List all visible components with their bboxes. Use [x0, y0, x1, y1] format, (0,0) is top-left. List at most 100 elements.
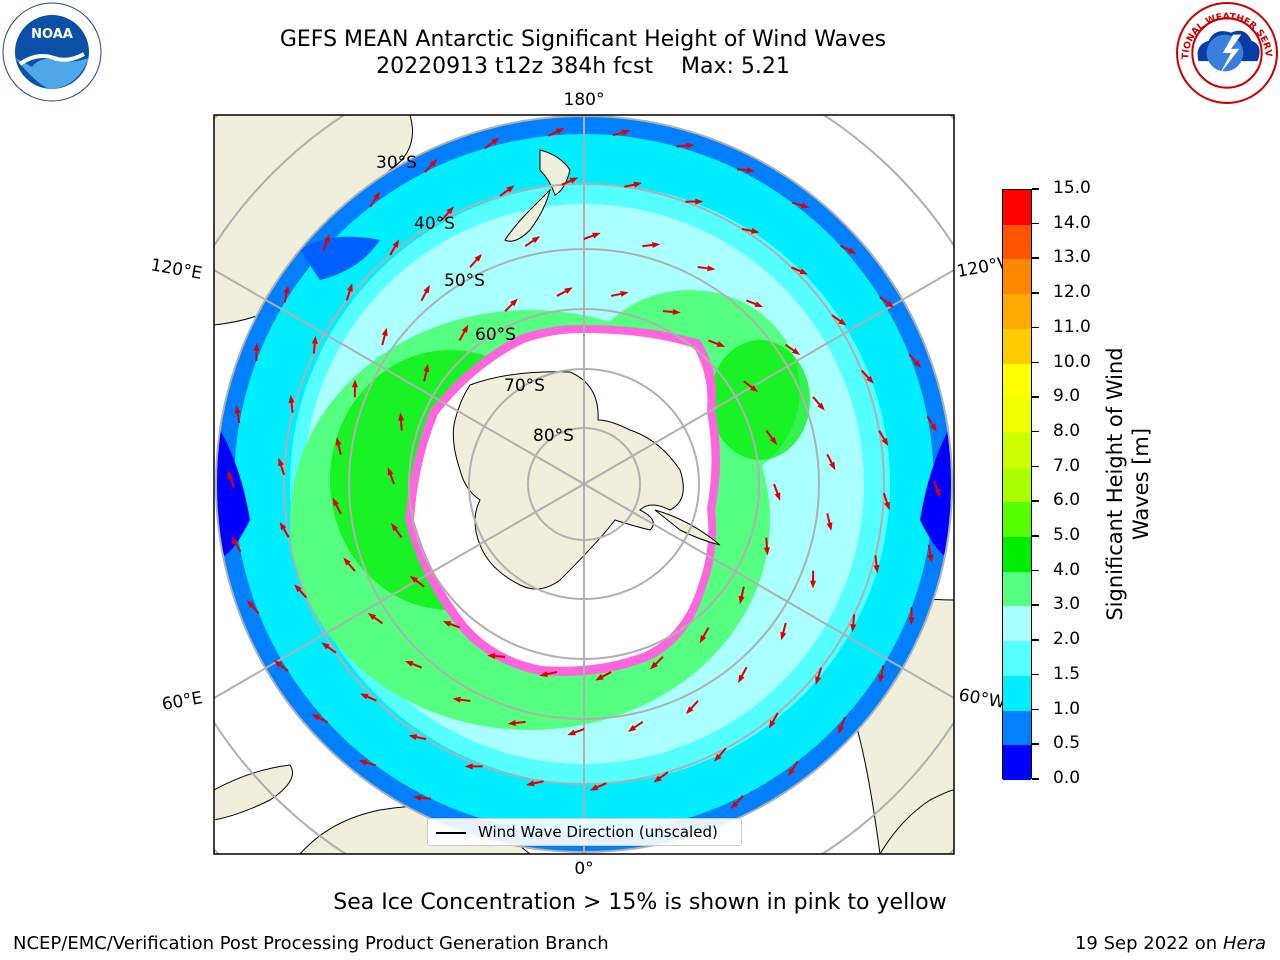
wind-arrow-head	[506, 185, 515, 193]
wind-arrow-head	[408, 734, 417, 741]
wind-arrow-head	[487, 653, 496, 660]
wind-arrow-head	[381, 327, 388, 337]
wind-arrow-head	[838, 318, 847, 326]
colorbar-segment	[1003, 398, 1031, 433]
wind-arrow-head	[360, 693, 369, 700]
colorbar-segment	[1003, 502, 1031, 538]
wind-arrow-head	[699, 634, 707, 644]
wind-arrow-head	[227, 470, 234, 480]
colorbar-tick-label: 12.0	[1053, 282, 1091, 303]
legend-line-swatch	[436, 832, 466, 834]
wind-arrow-head	[404, 660, 414, 667]
noaa-logo: NOAA	[2, 2, 102, 102]
lon-label-60w: 60°W	[957, 685, 1007, 713]
wind-arrow-head	[595, 674, 604, 681]
footer-date-text: 19 Sep 2022 on	[1074, 933, 1218, 954]
wind-arrow-head	[685, 706, 694, 715]
wind-arrow-head	[768, 720, 776, 729]
wind-arrow-head	[461, 324, 469, 334]
wind-arrow-head	[288, 394, 295, 404]
wind-arrow-head	[695, 198, 704, 205]
colorbar-tick	[1032, 500, 1039, 502]
colorbar-tick	[1032, 743, 1039, 745]
wind-wave-arrows	[227, 127, 941, 841]
wind-arrow-head	[507, 720, 516, 726]
wind-arrow-head	[569, 177, 579, 184]
wind-arrow-head	[346, 283, 353, 292]
madagascar-land	[214, 764, 293, 821]
wind-arrow-head	[564, 287, 573, 294]
wind-arrow-head	[800, 202, 810, 209]
wind-arrow-head	[791, 347, 801, 356]
wind-arrow-head	[707, 265, 716, 272]
colorbar-segment	[1003, 259, 1031, 295]
colorbar-tick	[1032, 778, 1039, 780]
wind-arrow-head	[525, 780, 535, 787]
wind-arrow-head	[738, 674, 745, 684]
colorbar-tick	[1032, 708, 1039, 711]
noaa-logo-text: NOAA	[31, 27, 73, 42]
wind-arrow-head	[491, 137, 500, 145]
wind-arrow-head	[246, 600, 255, 609]
footer-date: 19 Sep 2022 on Hera	[1075, 933, 1266, 954]
wind-arrow-head	[749, 384, 759, 393]
wind-arrow-head	[446, 206, 454, 215]
wind-arrow-head	[934, 488, 941, 498]
wind-arrow-head	[442, 621, 452, 627]
wind-arrow-head	[373, 191, 381, 200]
wind-arrow-head	[332, 497, 339, 507]
lon-label-120e: 120°E	[149, 255, 203, 284]
colorbar-tick-label: 0.5	[1053, 733, 1081, 754]
colorbar-tick	[1032, 188, 1039, 190]
legend-label: Wind Wave Direction (unscaled)	[478, 823, 718, 841]
wind-arrow-head	[780, 631, 787, 641]
wind-arrow-head	[810, 580, 817, 589]
colorbar-tick-label: 15.0	[1053, 178, 1091, 198]
lat-label-60s: 60°S	[475, 325, 516, 345]
wind-arrow-head	[650, 661, 658, 670]
wind-arrow-head	[464, 763, 473, 770]
colorbar-tick	[1032, 465, 1039, 468]
wind-arrow-head	[633, 181, 643, 188]
wind-arrow-head	[510, 298, 518, 307]
colorbar-tick-label: 7.0	[1053, 455, 1081, 476]
wind-arrow-head	[754, 301, 764, 308]
wind-arrow-head	[278, 457, 284, 467]
colorbar-segment	[1003, 294, 1031, 329]
colorbar-tick	[1032, 639, 1039, 641]
footer-credit: NCEP/EMC/Verification Post Processing Pr…	[13, 933, 609, 954]
colorbar-tick-label: 1.0	[1053, 698, 1081, 719]
wind-arrow-head	[621, 129, 631, 136]
wind-arrow-head	[930, 423, 937, 432]
colorbar-segment	[1003, 190, 1031, 225]
longitude-grid	[214, 115, 954, 854]
map-legend: Wind Wave Direction (unscaled)	[427, 818, 742, 846]
colorbar-tick-label: 11.0	[1053, 316, 1091, 337]
colorbar-tick-label: 14.0	[1053, 212, 1091, 233]
colorbar-tick-label: 5.0	[1053, 525, 1081, 546]
colorbar-segment	[1003, 571, 1031, 607]
wind-arrow-head	[392, 239, 400, 248]
wind-arrow-head	[423, 284, 430, 294]
chart-title: GEFS MEAN Antarctic Significant Height o…	[279, 27, 887, 52]
colorbar-segment	[1003, 432, 1031, 468]
colorbar-tick	[1032, 569, 1039, 572]
map-frame	[213, 114, 955, 855]
wind-arrow-head	[653, 775, 662, 783]
wind-arrow-head	[751, 227, 760, 234]
colorbar-tick	[1032, 604, 1039, 606]
wind-arrow-head	[927, 554, 934, 563]
colorbar-segment	[1003, 328, 1031, 364]
wind-arrow-head	[817, 402, 825, 411]
wind-arrow-head	[838, 725, 844, 735]
colorbar-segment	[1003, 710, 1031, 746]
wind-arrow-head	[885, 300, 895, 308]
wind-arrow-head	[913, 359, 922, 368]
wind-arrow-head	[351, 379, 358, 388]
wind-arrow-head	[716, 341, 726, 347]
lat-label-40s: 40°S	[414, 214, 455, 234]
lon-label-60e: 60°E	[160, 688, 204, 715]
chart-subtitle: 20220913 t12z 384h fcst Max: 5.21	[376, 54, 790, 79]
wind-arrow-head	[873, 564, 880, 574]
